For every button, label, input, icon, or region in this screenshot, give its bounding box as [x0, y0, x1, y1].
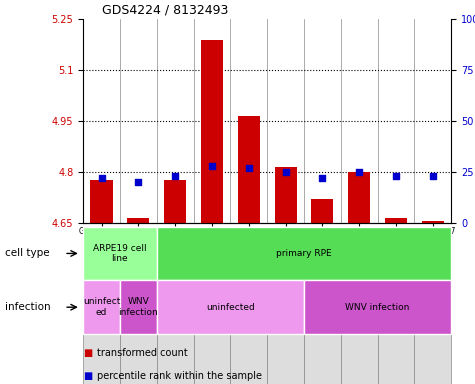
Bar: [385, 218, 407, 223]
Bar: [90, 180, 113, 223]
Bar: [341, 230, 378, 384]
Bar: [267, 230, 304, 384]
Bar: [157, 227, 451, 280]
Bar: [157, 230, 194, 384]
Bar: [201, 40, 223, 223]
Text: primary RPE: primary RPE: [276, 249, 332, 258]
Text: WNV
infection: WNV infection: [118, 298, 158, 317]
Bar: [194, 230, 230, 384]
Bar: [164, 180, 186, 223]
Point: [355, 169, 363, 175]
Bar: [83, 230, 120, 384]
Bar: [275, 167, 296, 223]
Text: uninfected: uninfected: [206, 303, 255, 312]
Text: cell type: cell type: [5, 248, 49, 258]
Text: infection: infection: [5, 302, 50, 312]
Point: [429, 173, 437, 179]
Point: [319, 175, 326, 181]
Bar: [414, 230, 451, 384]
Bar: [83, 280, 120, 334]
Point: [245, 165, 253, 171]
Bar: [83, 227, 157, 280]
Bar: [230, 230, 267, 384]
Bar: [238, 116, 260, 223]
Point: [171, 173, 179, 179]
Bar: [312, 199, 333, 223]
Bar: [157, 280, 304, 334]
Bar: [378, 230, 414, 384]
Point: [208, 163, 216, 169]
Bar: [127, 218, 149, 223]
Text: transformed count: transformed count: [97, 348, 188, 358]
Point: [282, 169, 289, 175]
Point: [134, 179, 142, 185]
Bar: [120, 230, 157, 384]
Text: GDS4224 / 8132493: GDS4224 / 8132493: [102, 3, 228, 17]
Text: ■: ■: [83, 371, 92, 381]
Bar: [304, 230, 341, 384]
Point: [392, 173, 400, 179]
Point: [98, 175, 105, 181]
Text: ARPE19 cell
line: ARPE19 cell line: [93, 244, 147, 263]
Bar: [304, 280, 451, 334]
Bar: [348, 172, 371, 223]
Text: percentile rank within the sample: percentile rank within the sample: [97, 371, 262, 381]
Bar: [422, 221, 444, 223]
Bar: [120, 280, 157, 334]
Text: WNV infection: WNV infection: [345, 303, 410, 312]
Text: ■: ■: [83, 348, 92, 358]
Text: uninfect
ed: uninfect ed: [83, 298, 120, 317]
